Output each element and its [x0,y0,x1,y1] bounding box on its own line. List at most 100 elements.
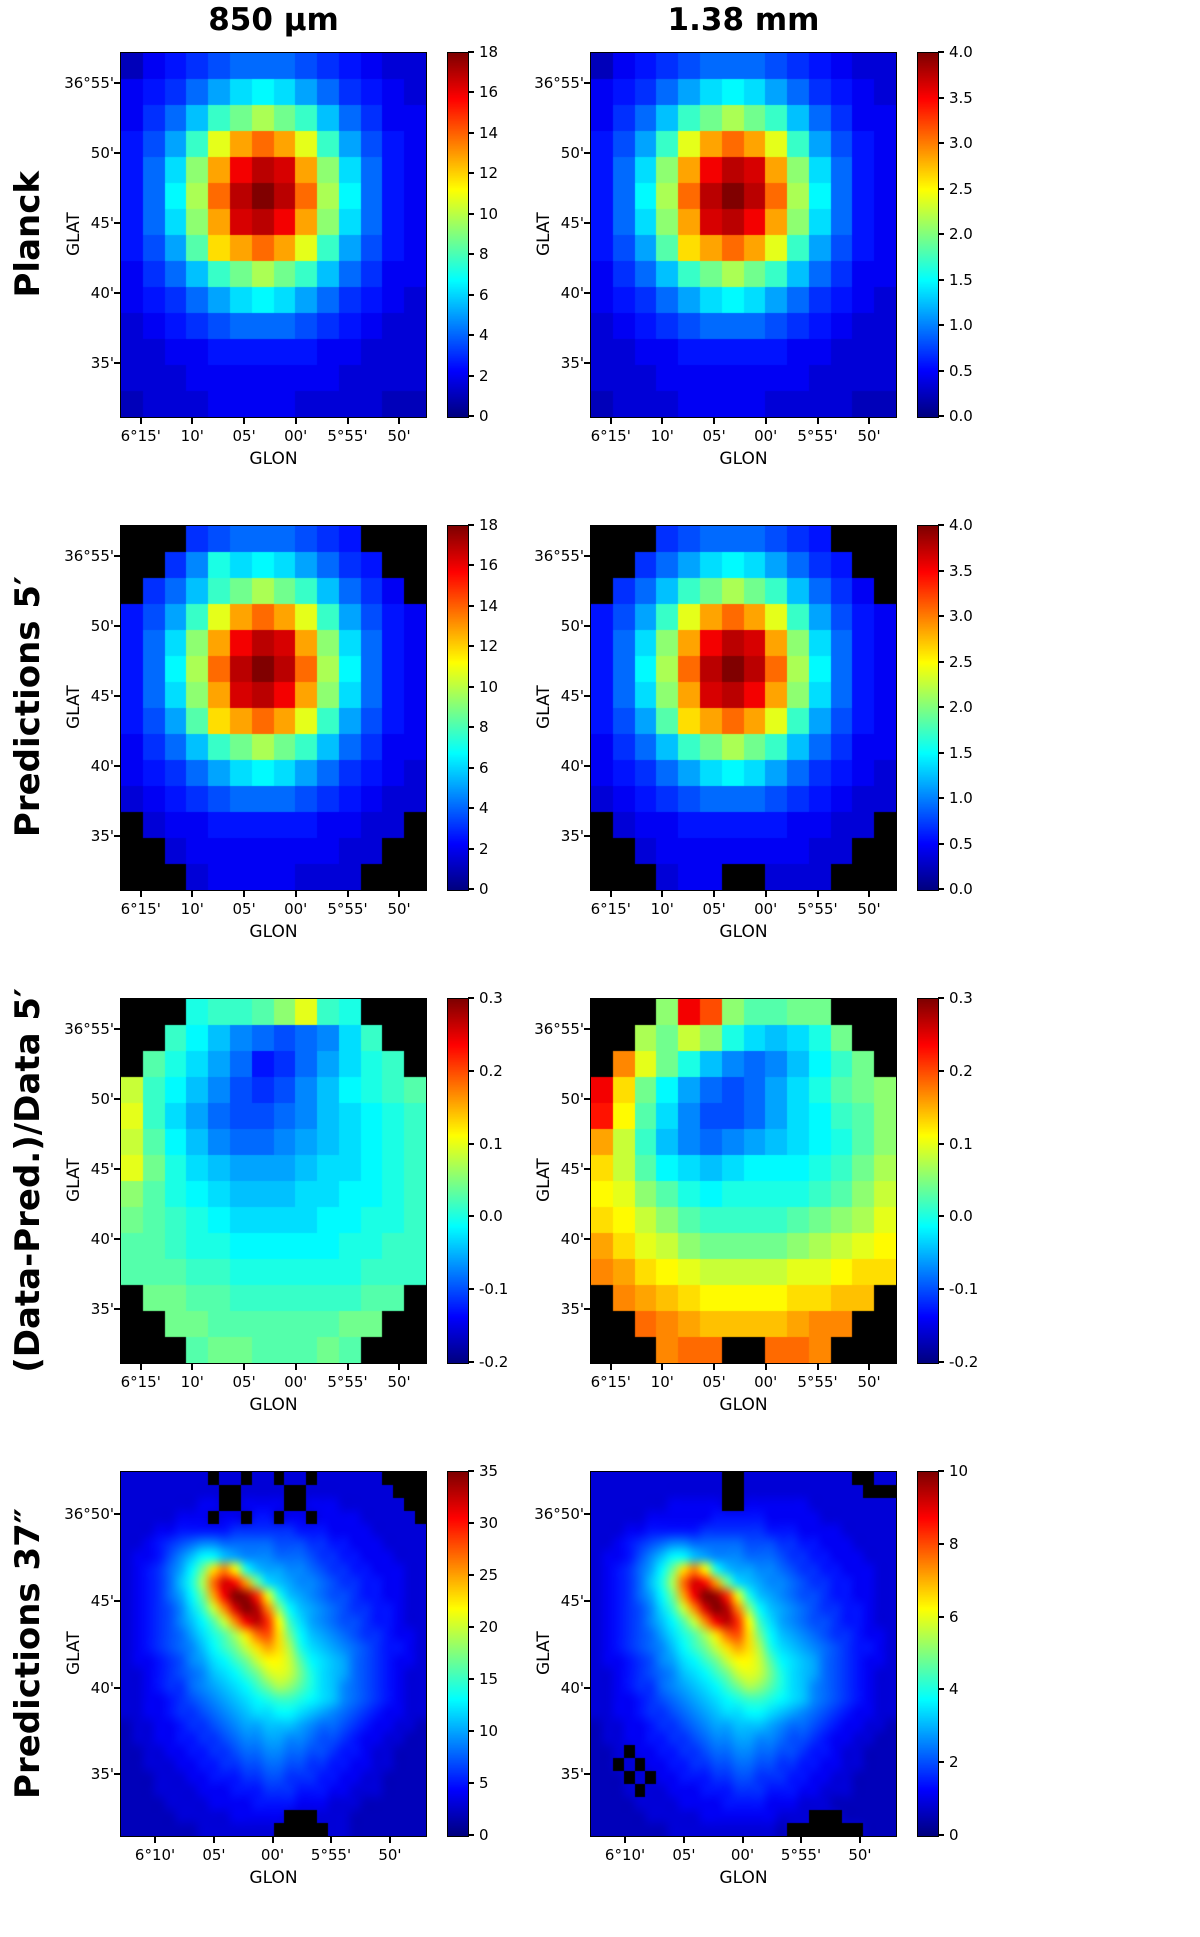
colorbar-tick-label: 25 [479,1566,499,1584]
colorbar-tick-label: 0 [479,1826,489,1844]
x-tick-label: 6°15' [590,1373,631,1391]
colorbar-ticks: 0 2 4 6 8 10 12 14 16 18 [468,43,528,425]
y-tick-label: 36°55' [534,546,584,565]
colorbar-tick-mark [938,797,944,799]
y-tick-mark [584,764,590,767]
colorbar-tick-mark [938,842,944,845]
colorbar-tick-label: 0.3 [479,989,503,1007]
x-tick-label: 5°55' [780,1846,822,1864]
y-tick-label: 45' [560,213,584,232]
x-tick-mark [661,418,664,424]
colorbar-ticks: 0.0 0.5 1.0 1.5 2.0 2.5 3.0 3.5 4.0 [938,43,998,425]
row-label-text: Predictions 5′ [8,576,48,838]
colorbar-tick-mark [938,1142,944,1145]
x-tick-mark [139,418,142,424]
y-tick-label: 40' [560,756,584,775]
colorbar-tick-label: 5 [479,1774,489,1792]
x-tick-mark [139,1364,142,1370]
y-tick-label: 35' [90,1299,114,1318]
x-tick-label: 50' [848,1846,872,1864]
x-tick-label: 6°15' [120,1373,161,1391]
colorbar-tick-mark [938,1688,944,1691]
colorbar-tick-mark [468,1782,474,1784]
x-tick-mark [764,1364,767,1370]
colorbar-tick-label: 30 [479,1514,499,1532]
x-tick-label: 5°55' [797,1373,838,1391]
colorbar-tick-mark [468,604,474,607]
colorbar-tick-label: 1.5 [949,743,973,762]
row-label-text: Predictions 37″ [8,1507,48,1799]
colorbar-tick-label: 4 [479,799,489,818]
colorbar-tick-label: 0.2 [479,1061,503,1080]
colorbar-tick-label: 2.0 [949,698,973,716]
heatmap-canvas [591,999,896,1363]
colorbar-tick-mark [468,253,474,256]
x-tick-label: 6°15' [120,900,161,918]
y-tick-label: 35' [90,1765,114,1784]
colorbar-tick-mark [938,615,944,617]
panel-predictions-5arcmin-850um: GLAT 36°55' 50' 45' 40' 35' 6°15' 10' 05' 00' 5°… [60,516,530,990]
x-tick-label: 50' [378,1846,402,1864]
x-tick-label: 00' [754,427,778,445]
colorbar-tick-label: 14 [479,123,499,142]
x-tick-label: 50' [387,427,411,445]
x-tick-mark [294,418,297,424]
x-tick-label: 6°15' [120,427,161,445]
colorbar-tick-label: 0.0 [949,880,973,898]
x-axis-ticks: 6°10' 05' 00' 5°55' 50' [590,1837,897,1869]
colorbar-tick-label: 10 [949,1462,969,1480]
x-tick-mark [816,1364,819,1370]
colorbar-tick-mark [938,1470,944,1472]
panel-residual-5arcmin-850um: GLAT 36°55' 50' 45' 40' 35' 6°15' 10' 05' 00' 5°… [60,989,530,1463]
x-axis-label: GLON [249,1868,298,1888]
colorbar-tick-label: 10 [479,1722,499,1740]
row-label-planck: Planck [4,52,52,416]
y-axis-ticks: 36°55' 50' 45' 40' 35' [530,52,590,416]
colorbar-tick-label: 8 [949,1534,959,1553]
colorbar-tick-mark [938,1834,944,1836]
x-axis-ticks: 6°15' 10' 05' 00' 5°55' 50' [120,1364,427,1396]
x-tick-mark [800,1837,803,1843]
colorbar-tick-label: 4.0 [949,43,973,61]
figure-row-planck: Planck GLAT 36°55' 50' 45' 40' 35' 6°15' 10' 0… [0,43,1200,517]
y-tick-label: 50' [560,143,584,162]
colorbar-tick-label: 35 [479,1462,499,1480]
y-tick-mark [584,1513,590,1516]
colorbar-tick-mark [468,524,474,526]
y-tick-mark [114,764,120,767]
x-tick-label: 50' [387,900,411,918]
x-tick-label: 00' [730,1846,755,1864]
colorbar-canvas [448,999,468,1363]
x-axis-ticks: 6°15' 10' 05' 00' 5°55' 50' [120,891,427,923]
x-tick-label: 05' [232,427,256,445]
colorbar-tick-label: 6 [949,1607,959,1626]
y-axis-ticks: 36°50' 45' 40' 35' [60,1471,120,1835]
x-axis-ticks: 6°15' 10' 05' 00' 5°55' 50' [590,1364,897,1396]
x-tick-label: 6°10' [604,1846,646,1864]
x-tick-label: 5°55' [310,1846,352,1864]
colorbar [447,1471,469,1837]
y-axis-ticks: 36°55' 50' 45' 40' 35' [530,998,590,1362]
y-axis-ticks: 36°55' 50' 45' 40' 35' [60,52,120,416]
colorbar-tick-mark [468,1522,474,1524]
x-tick-mark [154,1837,157,1843]
x-tick-label: 6°15' [590,427,631,445]
x-axis-label: GLON [719,1868,768,1888]
y-tick-label: 45' [560,686,584,705]
colorbar-tick-label: 0 [949,1826,959,1844]
y-tick-label: 50' [90,1089,114,1108]
colorbar-tick-mark [938,324,944,326]
x-axis-label: GLON [719,449,768,469]
colorbar-tick-label: 10 [479,204,499,223]
x-tick-mark [330,1837,333,1843]
panel-planck-1.38mm: GLAT 36°55' 50' 45' 40' 35' 6°15' 10' 05' 00' 5°… [530,43,1000,517]
y-tick-label: 35' [560,826,584,845]
colorbar-tick-label: 0.2 [949,1061,973,1080]
colorbar-tick-mark [468,766,474,769]
x-tick-label: 00' [754,1373,778,1391]
colorbar-tick-label: -0.1 [949,1280,979,1299]
x-tick-mark [764,418,767,424]
heatmap-plot [120,998,427,1364]
x-tick-label: 10' [180,1373,204,1391]
colorbar-tick-mark [938,524,944,526]
